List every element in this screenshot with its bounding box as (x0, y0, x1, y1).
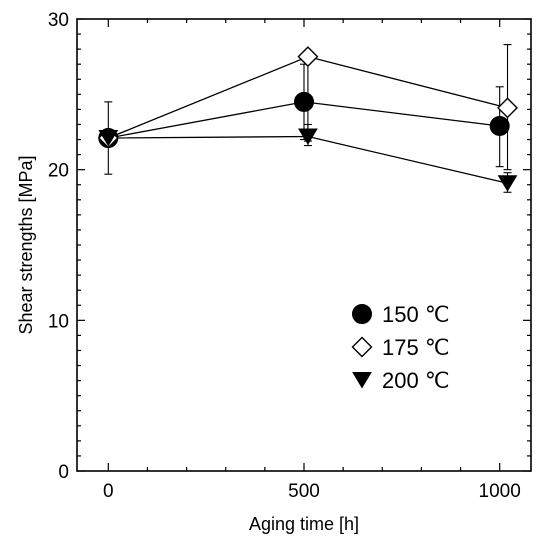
series-layer (97, 44, 519, 193)
legend-item: 150 ℃ (352, 302, 450, 327)
legend-item: 175 ℃ (351, 335, 450, 360)
data-point (294, 91, 314, 112)
y-tick-label: 30 (48, 10, 69, 31)
legend-label: 150 ℃ (382, 302, 450, 327)
data-point (497, 97, 519, 119)
data-point (298, 128, 318, 145)
data-point (297, 46, 319, 68)
tick-labels: 0 10 20 30 0 500 1000 (48, 10, 521, 502)
y-tick-label: 20 (48, 161, 69, 182)
legend: 150 ℃ 175 ℃ 200 ℃ (351, 302, 450, 393)
data-point (98, 130, 119, 147)
legend-item: 200 ℃ (352, 368, 450, 393)
legend-label: 175 ℃ (382, 335, 450, 360)
data-point (497, 175, 518, 192)
data-point (489, 115, 510, 136)
legend-marker (352, 304, 372, 324)
legend-marker (352, 372, 372, 389)
y-axis-title: Shear strengths [MPa] (16, 155, 36, 334)
series-1 (104, 63, 504, 175)
legend-marker (351, 336, 373, 358)
x-tick-label: 500 (288, 481, 320, 502)
x-tick-label: 0 (103, 481, 114, 502)
axis-ticks (77, 18, 531, 472)
y-tick-label: 0 (58, 462, 69, 483)
series-3-markers (98, 128, 518, 192)
y-tick-label: 10 (48, 311, 69, 332)
legend-label: 200 ℃ (382, 368, 450, 393)
x-axis-title: Aging time [h] (249, 514, 359, 534)
x-tick-label: 1000 (479, 481, 521, 502)
